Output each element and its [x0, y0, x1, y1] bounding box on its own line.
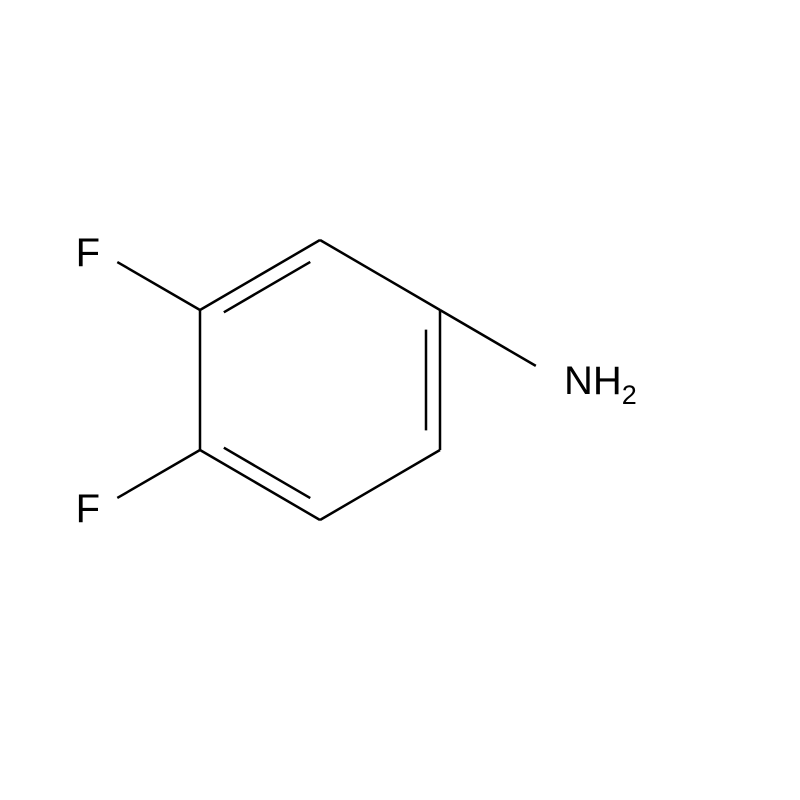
bond [320, 240, 440, 310]
bond [200, 240, 320, 310]
bond [200, 450, 320, 520]
molecule-diagram: F F NH2 [0, 0, 800, 800]
bond [320, 450, 440, 520]
bond [117, 450, 200, 498]
bond [117, 262, 200, 310]
atom-label: F [76, 231, 100, 275]
atom-label: NH2 [564, 359, 637, 410]
atom-label: F [76, 487, 100, 531]
bond [440, 310, 536, 366]
